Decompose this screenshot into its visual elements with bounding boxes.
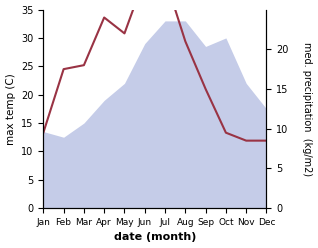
Y-axis label: med. precipitation  (kg/m2): med. precipitation (kg/m2): [302, 42, 313, 176]
Y-axis label: max temp (C): max temp (C): [5, 73, 16, 145]
X-axis label: date (month): date (month): [114, 232, 196, 243]
